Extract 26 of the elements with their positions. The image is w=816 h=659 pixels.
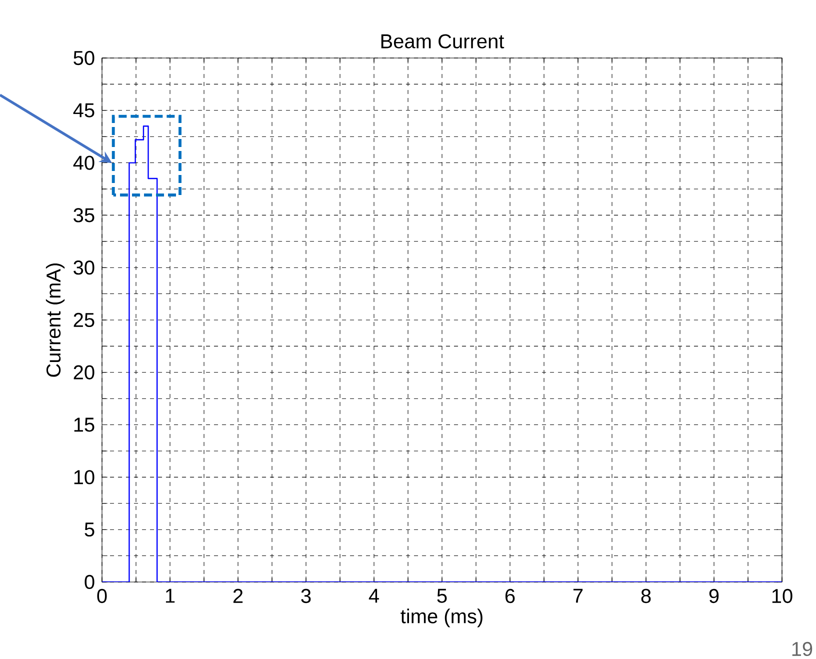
y-tick-label: 20	[74, 365, 94, 380]
x-tick-label: 5	[437, 588, 447, 603]
y-tick-label: 30	[74, 260, 94, 275]
y-axis-title: Current (mA)	[46, 263, 65, 377]
x-tick-label: 7	[573, 588, 583, 603]
x-tick-label: 1	[166, 588, 175, 603]
y-tick-label: 40	[73, 156, 94, 170]
y-tick-label: 45	[73, 103, 94, 118]
x-tick-label: 8	[641, 588, 651, 604]
y-tick-label: 25	[74, 312, 94, 328]
x-tick-label: 2	[233, 588, 243, 603]
x-axis-title: time (ms)	[400, 608, 482, 628]
y-tick-label: 15	[74, 418, 94, 432]
y-tick-label: 50	[74, 50, 94, 66]
y-tick-label: 5	[84, 522, 94, 537]
x-tick-label: 10	[772, 588, 792, 604]
y-tick-label: 35	[74, 208, 94, 222]
x-tick-label: 0	[97, 588, 107, 604]
text: 19	[792, 642, 812, 656]
y-tick-label: 0	[84, 574, 94, 590]
x-tick-label: 6	[505, 588, 515, 604]
x-tick-label: 4	[368, 588, 379, 603]
y-tick-label: 10	[74, 470, 94, 484]
x-tick-label: 3	[301, 588, 311, 604]
x-tick-label: 9	[709, 588, 719, 604]
chart-title: Beam Current	[381, 34, 504, 48]
